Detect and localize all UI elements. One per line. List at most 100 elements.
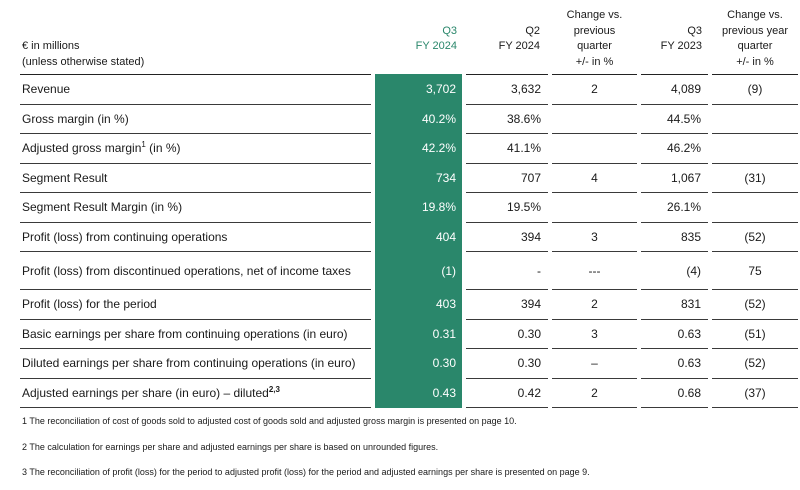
value-q3-fy2023: 0.68 — [641, 379, 708, 408]
value-q3-fy2024: 3,702 — [375, 75, 462, 105]
value-q3-fy2023: 0.63 — [641, 320, 708, 349]
row-label-cell: Diluted earnings per share from continui… — [20, 349, 371, 379]
value-q3-fy2023: 46.2% — [641, 134, 708, 164]
row-label: Profit (loss) from discontinued operatio… — [22, 263, 351, 278]
value-q3-fy2024: 42.2% — [375, 134, 462, 164]
column-header-line: previous — [573, 24, 616, 37]
value-q3-fy2023: 26.1% — [641, 193, 708, 223]
value-q3-fy2023: 831 — [641, 290, 708, 320]
value-change-vs-previous-year-quarter: (31) — [712, 164, 798, 193]
value-q3-fy2024: (1) — [375, 252, 462, 290]
value-q3-fy2024: 0.30 — [375, 349, 462, 379]
value-q2-fy2024: 394 — [466, 223, 548, 252]
column-header-line: quarter — [737, 40, 773, 52]
value-change-vs-previous-quarter: 2 — [552, 75, 637, 105]
row-label-text: Adjusted earnings per share (in euro) – … — [22, 385, 269, 400]
value-q3-fy2023: 44.5% — [641, 105, 708, 134]
row-segment-result: Segment Result 734 707 4 1,067 (31) — [20, 163, 798, 193]
row-label: Gross margin (in %) — [22, 111, 129, 126]
row-segment-result-margin: Segment Result Margin (in %) 19.8% 19.5%… — [20, 193, 798, 223]
value-q2-fy2024: 707 — [466, 164, 548, 193]
value-q3-fy2024: 734 — [375, 163, 462, 193]
row-label-cell: Profit (loss) from discontinued operatio… — [20, 252, 371, 290]
row-label: Profit (loss) for the period — [22, 297, 157, 312]
value-change-vs-previous-quarter — [552, 105, 637, 134]
row-label-cell: Adjusted gross margin1 (in %) — [20, 134, 371, 164]
column-header-line: previous year — [721, 24, 789, 37]
value-change-vs-previous-year-quarter — [712, 105, 798, 134]
row-label: Diluted earnings per share from continui… — [22, 356, 356, 371]
row-adjusted-eps-diluted: Adjusted earnings per share (in euro) – … — [20, 378, 798, 408]
value-change-vs-previous-year-quarter: (9) — [712, 75, 798, 105]
value-change-vs-previous-year-quarter: (52) — [712, 290, 798, 320]
row-label: Adjusted earnings per share (in euro) – … — [22, 384, 280, 400]
row-label-cell: Profit (loss) from continuing operations — [20, 223, 371, 252]
value-change-vs-previous-year-quarter: (51) — [712, 320, 798, 349]
row-label: Revenue — [22, 82, 71, 97]
column-header-line: Q3 — [687, 24, 702, 37]
value-change-vs-previous-year-quarter: 75 — [712, 252, 798, 290]
value-change-vs-previous-quarter — [552, 134, 637, 164]
value-q2-fy2024: 3,632 — [466, 75, 548, 105]
footnote-reference: 2,3 — [268, 384, 280, 394]
row-label-cell: Revenue — [20, 75, 371, 105]
value-change-vs-previous-year-quarter — [712, 193, 798, 223]
value-change-vs-previous-quarter: – — [552, 349, 637, 379]
row-profit-for-period: Profit (loss) for the period 403 394 2 8… — [20, 290, 798, 320]
value-change-vs-previous-quarter: 2 — [552, 379, 637, 408]
key-figures-table: € in millions (unless otherwise stated) … — [20, 0, 798, 408]
value-q3-fy2023: 0.63 — [641, 349, 708, 379]
value-change-vs-previous-quarter: 3 — [552, 320, 637, 349]
column-header-line: Q3 — [442, 24, 457, 37]
row-label-cell: Segment Result Margin (in %) — [20, 193, 371, 223]
row-label-cell: Basic earnings per share from continuing… — [20, 320, 371, 349]
value-q3-fy2023: (4) — [641, 252, 708, 290]
footnote-2: 2 The calculation for earnings per share… — [22, 442, 439, 452]
row-label-cell: Gross margin (in %) — [20, 105, 371, 134]
column-header-line: FY 2024 — [498, 40, 540, 52]
value-q2-fy2024: 394 — [466, 290, 548, 320]
value-q2-fy2024: - — [466, 252, 548, 290]
value-change-vs-previous-year-quarter — [712, 134, 798, 164]
row-label-suffix: (in %) — [145, 141, 181, 156]
column-header-line: FY 2024 — [415, 40, 457, 52]
row-label: Segment Result — [22, 170, 108, 185]
value-q2-fy2024: 41.1% — [466, 134, 548, 164]
column-header-q3-fy2024: Q3 FY 2024 — [375, 0, 462, 75]
value-q2-fy2024: 0.30 — [466, 320, 548, 349]
value-q3-fy2024: 403 — [375, 290, 462, 320]
value-q3-fy2023: 835 — [641, 223, 708, 252]
value-q3-fy2023: 1,067 — [641, 164, 708, 193]
value-change-vs-previous-quarter: 3 — [552, 223, 637, 252]
row-profit-discontinued-operations: Profit (loss) from discontinued operatio… — [20, 252, 798, 290]
row-label: Profit (loss) from continuing operations — [22, 229, 228, 244]
row-label: Basic earnings per share from continuing… — [22, 326, 348, 341]
column-header-line: FY 2023 — [660, 40, 702, 52]
value-change-vs-previous-year-quarter: (52) — [712, 349, 798, 379]
footnote-reference: 1 — [141, 140, 146, 150]
unit-line: € in millions — [22, 40, 80, 52]
column-header-change-vs-previous-quarter: Change vs. previous quarter +/- in % — [552, 0, 637, 75]
row-adjusted-gross-margin: Adjusted gross margin1 (in %) 42.2% 41.1… — [20, 134, 798, 164]
column-header-change-vs-previous-year-quarter: Change vs. previous year quarter +/- in … — [712, 0, 798, 75]
row-label: Adjusted gross margin1 (in %) — [22, 140, 181, 156]
column-header-line: +/- in % — [575, 55, 614, 68]
row-label-cell: Adjusted earnings per share (in euro) – … — [20, 379, 371, 408]
value-q3-fy2024: 19.8% — [375, 193, 462, 223]
value-change-vs-previous-quarter: 2 — [552, 290, 637, 320]
row-label-cell: Profit (loss) for the period — [20, 290, 371, 320]
value-change-vs-previous-quarter: 4 — [552, 164, 637, 193]
value-q2-fy2024: 0.30 — [466, 349, 548, 379]
unit-note: € in millions (unless otherwise stated) — [20, 0, 371, 75]
footnote-1: 1 The reconciliation of cost of goods so… — [22, 416, 517, 426]
column-header-line: Q2 — [525, 24, 540, 37]
unit-qualifier: (unless otherwise stated) — [22, 55, 145, 68]
row-revenue: Revenue 3,702 3,632 2 4,089 (9) — [20, 75, 798, 105]
row-profit-continuing-operations: Profit (loss) from continuing operations… — [20, 222, 798, 252]
value-change-vs-previous-year-quarter: (37) — [712, 379, 798, 408]
value-q3-fy2024: 0.43 — [375, 378, 462, 408]
value-q3-fy2023: 4,089 — [641, 75, 708, 105]
value-q3-fy2024: 0.31 — [375, 319, 462, 349]
column-header-line: Change vs. — [727, 9, 783, 21]
value-change-vs-previous-quarter — [552, 193, 637, 223]
